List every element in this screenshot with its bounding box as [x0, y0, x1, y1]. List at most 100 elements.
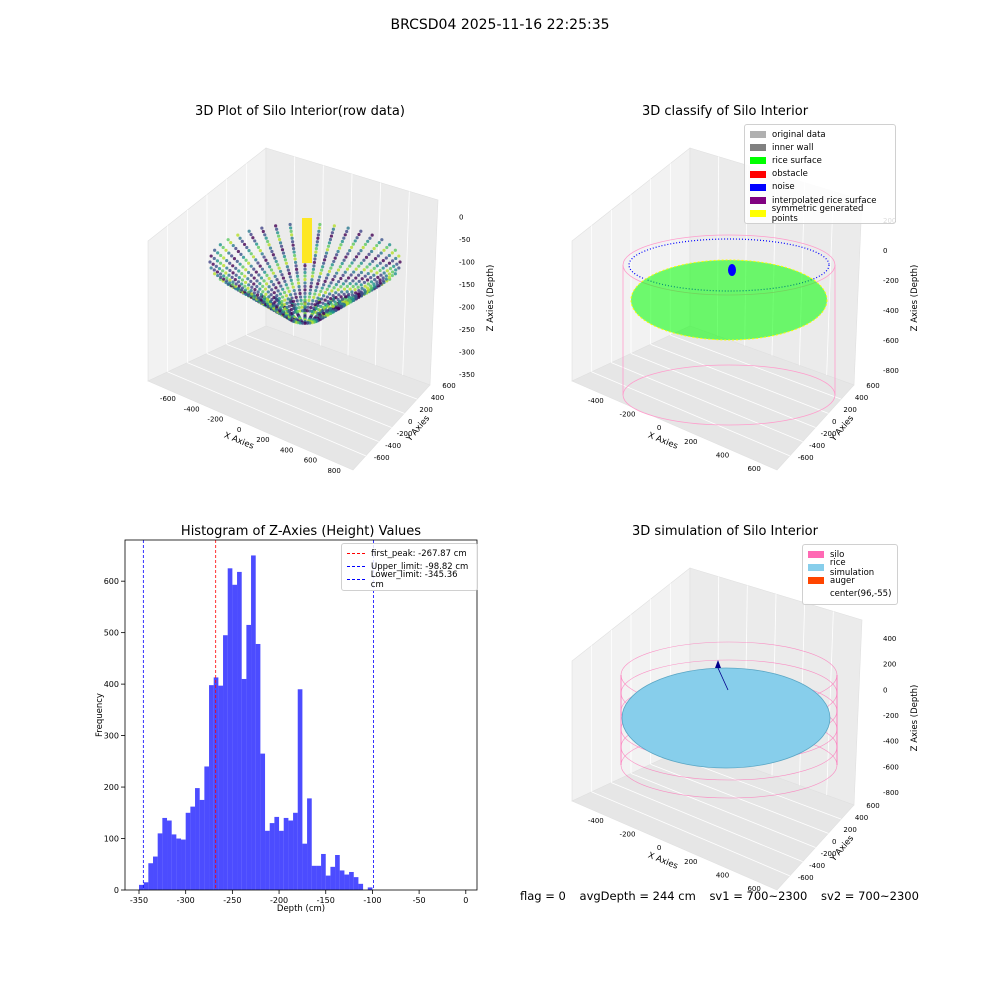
legend-entry: auger: [808, 574, 892, 587]
x-tick-label: 200: [256, 436, 269, 444]
grid-line: [650, 763, 829, 834]
raw-data-point: [363, 274, 367, 278]
y-tick-label: 300: [104, 732, 119, 741]
classify-3d-plot: -400 -200 0 200 400 600 X Axies -600 -400 -200 0 20…: [571, 147, 920, 473]
raw-data-point: [240, 286, 245, 290]
grid-line: [591, 791, 790, 877]
z-axis-label: Z Axies (Depth): [486, 265, 496, 332]
raw-data-point: [253, 239, 257, 243]
raw-data-point: [342, 287, 347, 291]
raw-data-point: [333, 256, 337, 260]
raw-data-point: [252, 267, 256, 271]
raw-data-point: [334, 291, 338, 295]
legend-color-swatch: [750, 170, 766, 178]
raw-data-point: [303, 277, 307, 282]
y-axis-label: Frequency: [95, 693, 105, 737]
raw-data-point: [323, 279, 327, 283]
raw-data-point: [289, 278, 293, 282]
z-tick-label: -100: [459, 258, 475, 266]
legend-label: obstacle: [772, 169, 808, 180]
histogram-bar: [171, 834, 177, 890]
legend-line-swatch: [347, 553, 365, 555]
legend-color-swatch: [750, 144, 766, 152]
raw-data-point: [319, 314, 323, 318]
raw-data-point: [308, 288, 313, 292]
raw-data-point: [293, 303, 297, 307]
z-tick-label: -400: [883, 307, 899, 315]
raw-data-point: [264, 258, 268, 262]
raw-data-point: [359, 290, 363, 294]
y-tick-label: 200: [104, 783, 119, 792]
raw-data-point: [252, 276, 256, 280]
raw-data-point: [289, 293, 293, 297]
raw-data-point: [281, 287, 285, 291]
x-tick-label: -400: [588, 397, 604, 405]
raw-data-point: [313, 303, 317, 307]
raw-data-point: [287, 304, 291, 308]
raw-data-point: [312, 264, 316, 268]
x-tick-label: 600: [747, 465, 760, 473]
raw-data-point: [252, 282, 256, 286]
raw-data-point: [217, 267, 222, 271]
raw-data-point: [247, 283, 251, 287]
raw-data-point: [315, 240, 319, 244]
raw-data-point: [331, 304, 335, 309]
raw-data-point: [312, 295, 316, 299]
classify-legend: original data inner wall rice surface obsta…: [744, 124, 896, 225]
x-tick-label: 0: [463, 896, 468, 905]
status-info-line: flag = 0 avgDepth = 244 cm sv1 = 700~230…: [520, 889, 929, 903]
histogram-bar: [293, 812, 298, 890]
x-tick-label: -400: [184, 405, 200, 413]
raw-data-point: [362, 268, 366, 272]
raw-data-point: [258, 264, 262, 268]
raw-data-point: [258, 281, 262, 286]
raw-data-point: [267, 276, 271, 281]
raw-data-point: [294, 264, 298, 268]
raw-data-point: [378, 281, 382, 285]
raw-data-point: [337, 246, 342, 250]
raw-data-point: [314, 288, 318, 293]
legend-label: center(96,-55): [830, 589, 892, 600]
raw-data-point: [345, 229, 349, 234]
raw-data-point: [384, 274, 388, 278]
raw-data-point: [303, 264, 307, 268]
raw-data-point: [265, 300, 269, 304]
x-tick-label: 600: [304, 457, 317, 465]
legend-label: silo: [830, 549, 845, 560]
raw-data-point: [346, 252, 350, 256]
raw-data-point: [255, 284, 259, 289]
raw-data-point: [375, 264, 379, 268]
raw-data-point: [231, 280, 235, 284]
histogram-bar: [339, 870, 345, 890]
raw-data-point: [236, 280, 241, 284]
histogram-bar: [204, 766, 210, 890]
raw-data-point: [359, 270, 364, 275]
sv1-text: sv1 = 700~2300: [709, 889, 808, 903]
histogram-bar: [283, 817, 289, 890]
raw-data-point: [340, 239, 344, 244]
legend-color-swatch: [750, 157, 766, 165]
legend-color-swatch: [750, 197, 766, 205]
raw-data-point: [305, 321, 310, 325]
histogram-bar: [237, 571, 242, 890]
z-tick-label: -50: [459, 236, 470, 244]
avg-depth-text: avgDepth = 244 cm: [579, 889, 696, 903]
raw-data-point: [303, 288, 307, 292]
raw-data-point: [258, 287, 262, 291]
raw-data-point: [357, 273, 361, 277]
raw-data-point: [336, 249, 340, 254]
raw-data-point: [341, 300, 345, 304]
raw-data-point: [360, 277, 364, 281]
raw-data-point: [328, 307, 332, 311]
raw-data-point: [371, 259, 375, 263]
raw-data-point: [322, 258, 327, 262]
raw-data-point: [288, 300, 292, 304]
raw-data-point: [296, 278, 300, 282]
raw-data-point: [292, 307, 296, 311]
legend-entry: original data: [750, 128, 890, 141]
histogram-bar: [316, 865, 322, 890]
raw-data-point: [375, 271, 379, 275]
y-tick-label: 400: [104, 680, 119, 689]
raw-data-point: [283, 279, 287, 283]
raw-data-point: [291, 240, 295, 244]
